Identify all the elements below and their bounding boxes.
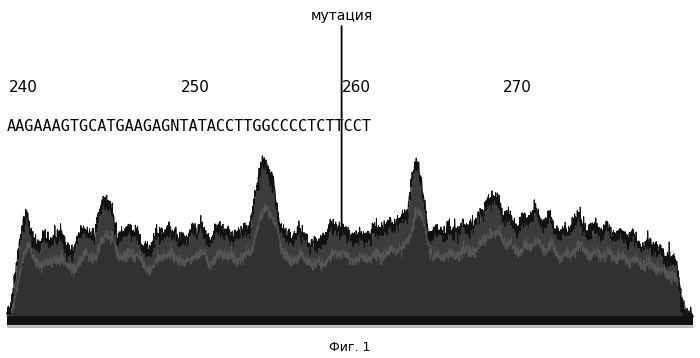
Text: Фиг. 1: Фиг. 1 bbox=[329, 341, 371, 354]
Text: мутация: мутация bbox=[311, 9, 372, 23]
Text: 270: 270 bbox=[503, 80, 531, 95]
Text: 250: 250 bbox=[181, 80, 209, 95]
Text: 260: 260 bbox=[342, 80, 370, 95]
Text: 240: 240 bbox=[8, 80, 37, 95]
Text: AAGAAAGTGCATGAAGAGNTATACCTTGGCCCCTCTTCCT: AAGAAAGTGCATGAAGAGNTATACCTTGGCCCCTCTTCCT bbox=[7, 119, 372, 134]
